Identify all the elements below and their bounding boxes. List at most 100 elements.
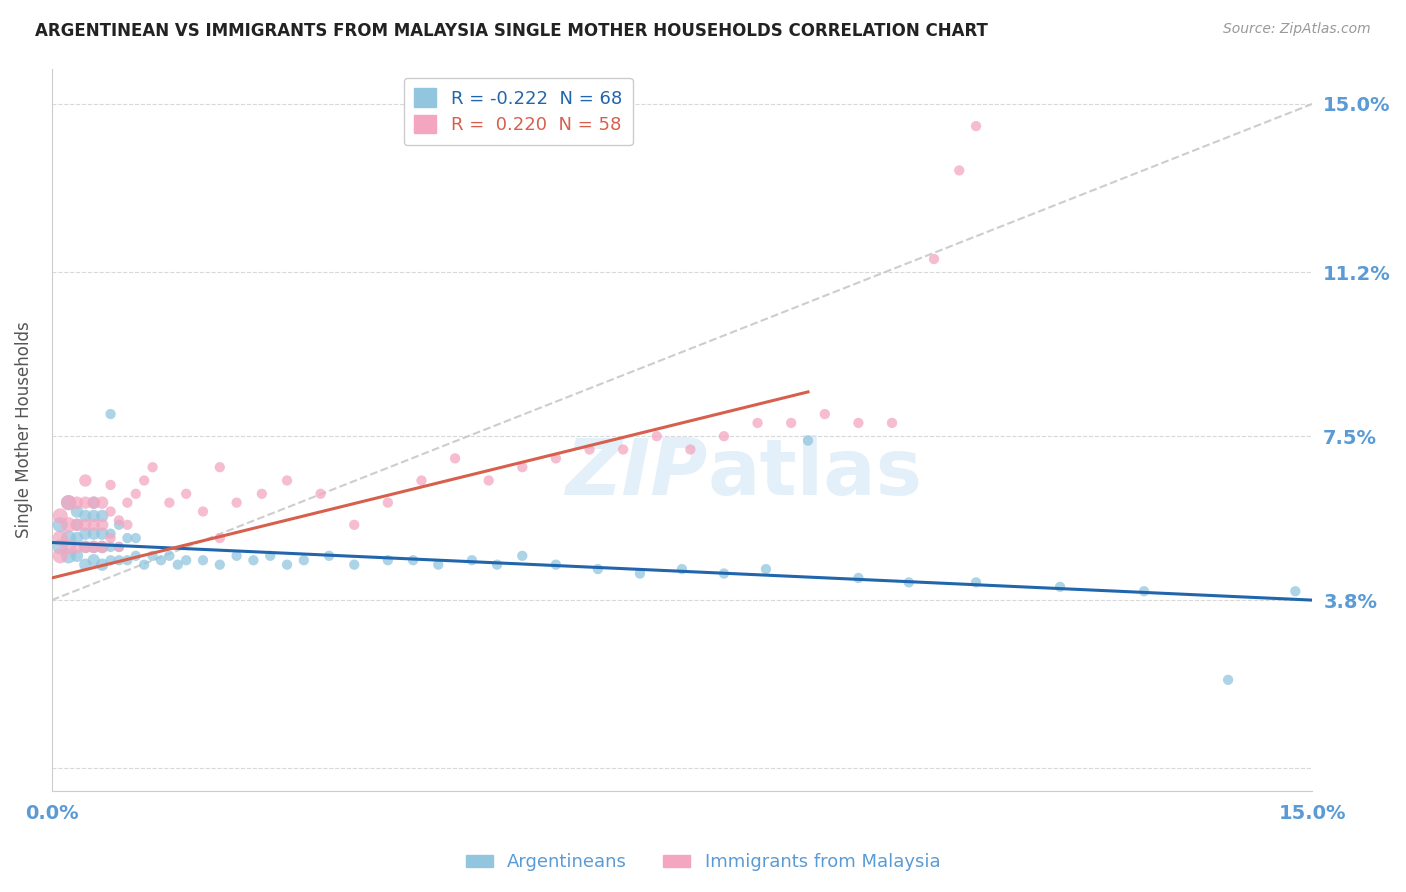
Point: [174, 487, 197, 501]
Point: [66, 504, 89, 518]
Text: ZIP: ZIP: [565, 435, 707, 511]
Legend: R = -0.222  N = 68, R =  0.220  N = 58: R = -0.222 N = 68, R = 0.220 N = 58: [404, 78, 633, 145]
Point: [444, 451, 467, 466]
Point: [747, 416, 769, 430]
Point: [108, 540, 131, 554]
Point: [117, 553, 139, 567]
Y-axis label: Single Mother Households: Single Mother Households: [15, 321, 32, 538]
Point: [134, 474, 156, 488]
Point: [83, 517, 105, 532]
Point: [142, 460, 165, 475]
Point: [191, 553, 214, 567]
Point: [58, 540, 80, 554]
Point: [671, 562, 693, 576]
Point: [49, 508, 72, 523]
Point: [948, 163, 970, 178]
Point: [100, 553, 122, 567]
Point: [343, 517, 366, 532]
Point: [75, 474, 97, 488]
Point: [75, 558, 97, 572]
Point: [780, 416, 803, 430]
Point: [117, 496, 139, 510]
Point: [117, 517, 139, 532]
Point: [58, 496, 80, 510]
Point: [83, 526, 105, 541]
Point: [91, 526, 114, 541]
Point: [75, 540, 97, 554]
Point: [117, 531, 139, 545]
Point: [848, 571, 870, 585]
Point: [58, 496, 80, 510]
Point: [49, 531, 72, 545]
Point: [100, 407, 122, 421]
Point: [108, 513, 131, 527]
Point: [208, 558, 231, 572]
Point: [166, 558, 188, 572]
Point: [880, 416, 903, 430]
Point: [544, 451, 567, 466]
Point: [49, 540, 72, 554]
Point: [66, 517, 89, 532]
Point: [174, 553, 197, 567]
Point: [66, 540, 89, 554]
Point: [510, 460, 533, 475]
Point: [91, 517, 114, 532]
Point: [83, 508, 105, 523]
Point: [149, 553, 172, 567]
Point: [100, 478, 122, 492]
Point: [83, 496, 105, 510]
Point: [91, 508, 114, 523]
Point: [343, 558, 366, 572]
Point: [276, 474, 298, 488]
Point: [586, 562, 609, 576]
Point: [486, 558, 509, 572]
Point: [225, 549, 247, 563]
Point: [91, 496, 114, 510]
Point: [142, 549, 165, 563]
Point: [461, 553, 484, 567]
Point: [848, 416, 870, 430]
Point: [292, 553, 315, 567]
Point: [259, 549, 281, 563]
Point: [157, 549, 180, 563]
Point: [628, 566, 651, 581]
Point: [100, 531, 122, 545]
Point: [108, 553, 131, 567]
Point: [797, 434, 820, 448]
Point: [897, 575, 920, 590]
Point: [83, 553, 105, 567]
Point: [83, 540, 105, 554]
Point: [318, 549, 340, 563]
Point: [58, 531, 80, 545]
Point: [66, 531, 89, 545]
Point: [100, 540, 122, 554]
Point: [108, 540, 131, 554]
Point: [1216, 673, 1239, 687]
Point: [208, 531, 231, 545]
Point: [965, 575, 987, 590]
Point: [225, 496, 247, 510]
Point: [755, 562, 778, 576]
Text: atlas: atlas: [707, 435, 922, 511]
Point: [922, 252, 945, 266]
Point: [645, 429, 668, 443]
Point: [191, 504, 214, 518]
Point: [157, 496, 180, 510]
Point: [713, 429, 735, 443]
Point: [134, 558, 156, 572]
Point: [208, 460, 231, 475]
Point: [83, 540, 105, 554]
Point: [75, 526, 97, 541]
Point: [91, 540, 114, 554]
Point: [91, 540, 114, 554]
Point: [66, 517, 89, 532]
Point: [125, 531, 148, 545]
Point: [427, 558, 450, 572]
Point: [75, 496, 97, 510]
Point: [75, 508, 97, 523]
Point: [411, 474, 433, 488]
Point: [66, 496, 89, 510]
Point: [100, 526, 122, 541]
Point: [125, 487, 148, 501]
Point: [75, 540, 97, 554]
